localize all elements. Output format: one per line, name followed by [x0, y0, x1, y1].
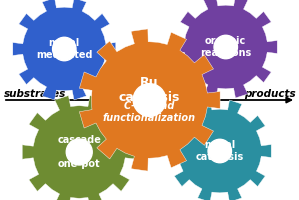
Circle shape [208, 139, 231, 163]
Text: metal
meditated: metal meditated [36, 38, 92, 60]
Polygon shape [174, 0, 277, 98]
Polygon shape [168, 100, 271, 200]
Polygon shape [13, 0, 116, 100]
Polygon shape [79, 29, 220, 171]
Text: substrates: substrates [4, 89, 66, 99]
Circle shape [66, 139, 92, 165]
Text: cascade
and
one-pot: cascade and one-pot [57, 135, 101, 169]
Text: organic
reactions: organic reactions [200, 36, 251, 58]
Circle shape [133, 84, 166, 116]
Text: Ru
catalysis: Ru catalysis [119, 76, 180, 104]
Text: products: products [244, 89, 295, 99]
Circle shape [53, 37, 76, 61]
Circle shape [214, 35, 237, 59]
Text: C-H bond
functionalization: C-H bond functionalization [103, 101, 196, 123]
Polygon shape [22, 96, 136, 200]
Text: metal
catalysis: metal catalysis [196, 140, 244, 162]
